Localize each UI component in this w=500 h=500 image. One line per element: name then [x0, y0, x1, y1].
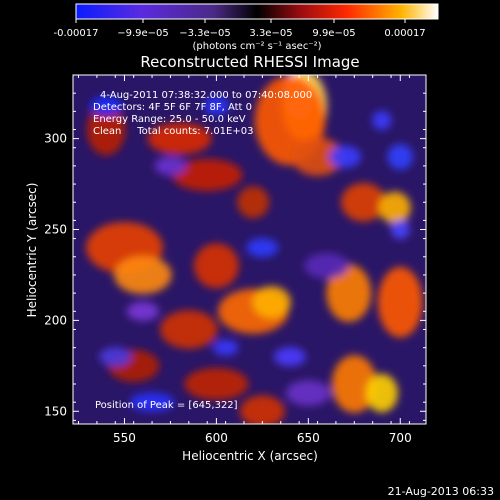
x-tick-label: 550 [113, 431, 136, 445]
heatmap-blob [237, 186, 270, 219]
footer-timestamp: 21-Aug-2013 06:33 [387, 485, 494, 498]
heatmap-blob [160, 310, 218, 349]
heatmap-blob [129, 392, 175, 412]
colorbar [75, 3, 439, 20]
heatmap-blob [147, 122, 212, 155]
x-axis-label: Heliocentric X (arcsec) [182, 449, 318, 463]
colorbar-tick-label: −3.3e−05 [179, 28, 231, 39]
peak-position-label: Position of Peak = [645,322] [95, 400, 238, 411]
colorbar-ticks: -0.00017 −9.9e−05 −3.3e−05 3.3e−05 9.9e−05 0.… [54, 19, 426, 39]
heatmap-blob [246, 238, 279, 258]
heatmap-blob [203, 96, 230, 116]
heatmap-blob [194, 243, 239, 289]
heatmap-blob [326, 264, 372, 322]
heatmap-blob [172, 158, 243, 191]
heatmap-blob [378, 191, 411, 224]
heatmap-image [73, 75, 426, 424]
chart-title: Reconstructed RHESSI Image [140, 53, 359, 71]
heatmap-blob [331, 355, 377, 413]
heatmap-blob [154, 156, 187, 176]
colorbar-tick-label: −9.9e−05 [117, 28, 169, 39]
colorbar-tick-label: 9.9e−05 [312, 28, 355, 39]
heatmap-blob [329, 145, 362, 168]
axes: 550 600 650 700 150 200 250 300 [44, 75, 426, 445]
annotation-counts: Clean Total counts: 7.01E+03 [93, 126, 253, 137]
annotation-energy: Energy Range: 25.0 - 50.0 keV [93, 114, 246, 125]
heatmap-blob [239, 395, 285, 424]
heatmap-blob [387, 143, 414, 170]
annotation-time: 4-Aug-2011 07:38:32.000 to 07:40:08.000 [100, 90, 312, 101]
y-tick-label: 250 [44, 223, 67, 237]
annotation-detectors: Detectors: 4F 5F 6F 7F 8F, Att 0 [93, 102, 252, 113]
x-tick-label: 700 [389, 431, 412, 445]
heatmap-blob [126, 301, 159, 321]
heatmap-blob [86, 103, 126, 156]
heatmap-blob [365, 373, 398, 413]
x-tick-label: 650 [297, 431, 320, 445]
y-axis-label: Heliocentric Y (arcsec) [25, 183, 39, 318]
heatmap-blob [377, 267, 423, 338]
heatmap-blob [341, 183, 386, 222]
heatmap-blob [184, 368, 249, 401]
annotations: 4-Aug-2011 07:38:32.000 to 07:40:08.000 … [93, 90, 312, 411]
y-tick-label: 200 [44, 313, 67, 327]
colorbar-tick-label: 3.3e−05 [249, 28, 292, 39]
heatmap-blob [114, 255, 172, 295]
colorbar-tick-label: 0.00017 [384, 28, 425, 39]
heatmap-blob [99, 347, 132, 367]
heatmap-blob [285, 380, 331, 406]
heatmap-blob [252, 286, 291, 319]
plot-frame [72, 74, 427, 425]
heatmap-blob [291, 137, 344, 176]
colorbar-label: (photons cm⁻² s⁻¹ asec⁻²) [192, 41, 321, 52]
heatmap-blob [304, 253, 350, 279]
heatmap-blob [372, 110, 392, 131]
y-tick-label: 150 [44, 404, 67, 418]
colorbar-tick-label: -0.00017 [54, 28, 99, 39]
heatmap-blob [90, 96, 123, 116]
x-tick-label: 600 [205, 431, 228, 445]
heatmap-blob [273, 347, 306, 367]
y-tick-label: 300 [44, 132, 67, 146]
heatmap-blob [212, 339, 239, 356]
heatmap-blob [390, 219, 410, 240]
